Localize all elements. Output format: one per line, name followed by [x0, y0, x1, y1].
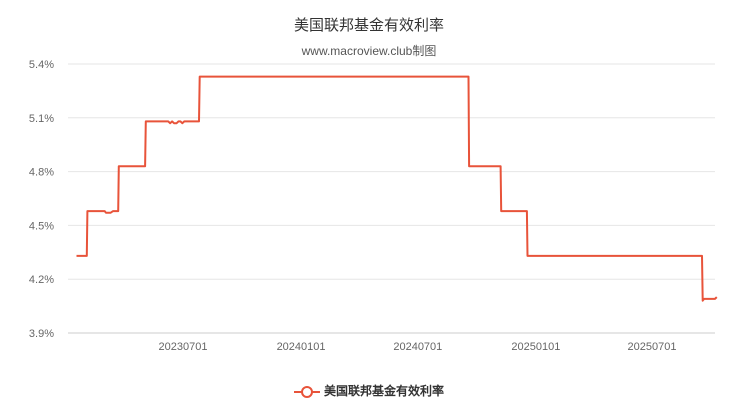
y-tick-label: 5.1% [29, 113, 54, 125]
y-tick-label: 4.5% [29, 220, 54, 232]
x-tick-label: 20240101 [277, 341, 326, 353]
y-tick-label: 5.4% [29, 59, 54, 71]
legend-label: 美国联邦基金有效利率 [323, 384, 444, 398]
y-tick-label: 4.8% [29, 167, 54, 179]
series-line [76, 75, 718, 302]
legend-marker-icon [293, 385, 320, 398]
x-tick-label: 20240701 [393, 341, 442, 353]
x-tick-label: 20250101 [511, 341, 560, 353]
chart-title: 美国联邦基金有效利率 [293, 17, 444, 34]
x-tick-label: 20230701 [159, 341, 208, 353]
y-tick-label: 3.9% [29, 328, 54, 340]
x-tick-label: 20250701 [628, 341, 677, 353]
y-tick-label: 4.2% [29, 274, 54, 286]
chart-subtitle: www.macroview.club制图 [301, 44, 437, 58]
legend[interactable]: 美国联邦基金有效利率 [0, 382, 738, 399]
